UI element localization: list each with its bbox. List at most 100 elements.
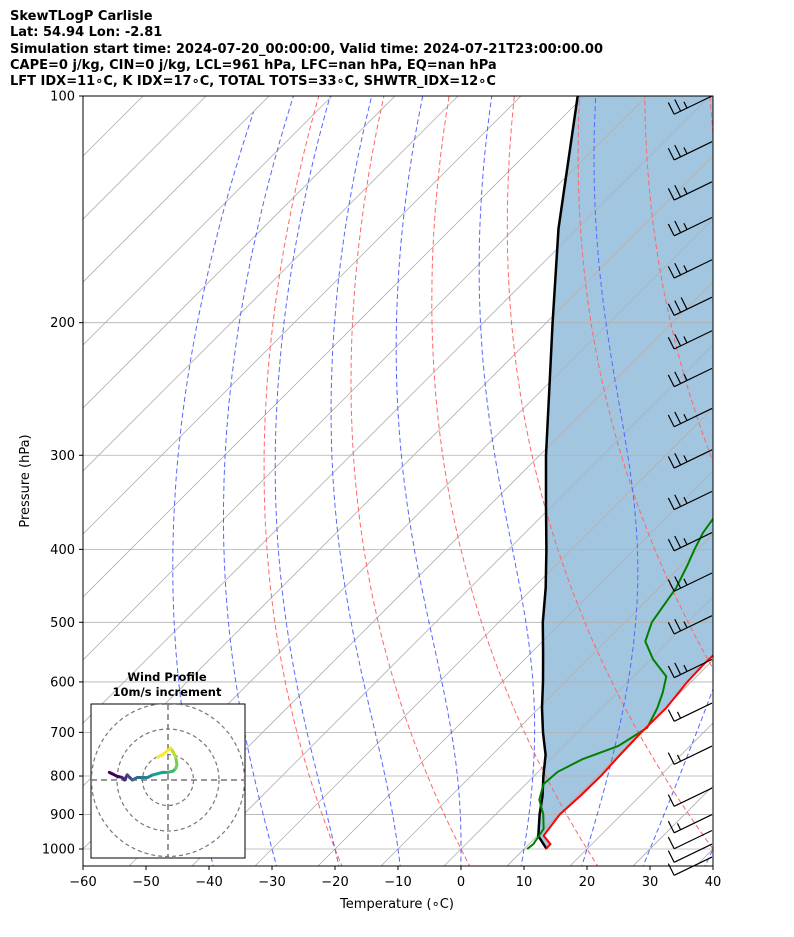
y-tick-label: 300	[50, 449, 75, 464]
cape-shading	[538, 96, 713, 849]
x-tick-label: 20	[579, 875, 596, 890]
wind-barb-flag	[667, 820, 675, 834]
wind-barb-flag	[683, 455, 688, 463]
wind-barb-flag	[683, 496, 688, 504]
wind-barb-flag	[667, 850, 675, 863]
wind-barb-flag	[674, 99, 682, 112]
dry-adiabat	[709, 96, 713, 138]
hodograph-title-block: Wind Profile 10m/s increment	[90, 670, 244, 700]
temperature-profile-line	[542, 654, 713, 850]
wind-barb-flag	[683, 222, 688, 230]
isotherm-line	[83, 96, 333, 346]
y-tick-label: 1000	[42, 843, 75, 858]
wind-barb-shaft	[673, 856, 713, 876]
wind-barb-flag	[667, 303, 675, 316]
wind-barb-flag	[674, 576, 682, 589]
isotherm-line	[0, 96, 17, 866]
dry-adiabat	[506, 96, 713, 850]
wind-barb-flag	[667, 148, 675, 161]
wind-barb-shaft	[673, 787, 713, 807]
hodograph-subtitle: 10m/s increment	[112, 685, 222, 699]
dry-adiabat	[431, 96, 599, 866]
wind-barb	[667, 181, 713, 201]
wind-barb-flag	[674, 371, 682, 384]
x-tick-label: 40	[705, 875, 722, 890]
convective-params-line: CAPE=0 j/kg, CIN=0 j/kg, LCL=961 hPa, LF…	[10, 57, 497, 73]
wind-barb-flag	[667, 188, 675, 201]
wind-barb-flag	[683, 147, 688, 155]
location-line: Lat: 54.94 Lon: -2.81	[10, 25, 163, 41]
wind-barb-flag	[676, 823, 682, 830]
wind-barb	[667, 449, 713, 469]
wind-barb	[667, 330, 713, 350]
y-tick-label: 800	[50, 770, 75, 785]
wind-barb	[667, 367, 713, 388]
wind-barb-flag	[667, 752, 675, 765]
plot-title: SkewTLogP Carlisle	[10, 9, 153, 24]
wind-barb	[667, 856, 713, 876]
moist-adiabat	[395, 96, 462, 866]
isotherm-line	[759, 96, 794, 866]
wind-barb-flag	[674, 618, 682, 632]
x-tick-label: −30	[258, 875, 285, 890]
y-tick-label: 700	[50, 726, 75, 741]
isotherm-line	[0, 96, 80, 866]
wind-barb	[667, 745, 713, 765]
isotherm-line	[128, 281, 713, 866]
wind-barb-flag	[683, 538, 688, 545]
isotherm-line	[191, 344, 713, 866]
y-tick-label: 600	[50, 675, 75, 690]
wind-barb	[667, 532, 713, 552]
wind-barb-flag	[667, 709, 675, 722]
wind-barb	[667, 787, 713, 807]
isotherm-line	[83, 96, 270, 283]
moist-adiabat	[581, 96, 639, 866]
wind-barb-flag	[683, 101, 688, 109]
wind-barb-shaft	[673, 745, 713, 765]
wind-barb-flag	[674, 535, 682, 549]
wind-barb-flag	[667, 414, 675, 428]
wind-barb-flag	[683, 336, 688, 344]
wind-barb	[667, 814, 713, 834]
dry-adiabat	[644, 96, 713, 463]
x-tick-label: −20	[321, 875, 348, 890]
isotherm-line	[83, 96, 585, 598]
plot-header: SkewTLogP Carlisle Lat: 54.94 Lon: -2.81…	[10, 9, 603, 90]
y-tick-label: 100	[50, 90, 75, 105]
wind-barb-flag	[667, 266, 675, 279]
wind-barb-flag	[667, 579, 675, 592]
wind-barb-flag	[683, 373, 688, 381]
x-tick-label: 30	[642, 875, 659, 890]
wind-barb-flag	[683, 265, 688, 273]
moist-adiabat	[172, 111, 254, 866]
isotherm-line	[443, 596, 713, 866]
wind-barb-shaft	[673, 843, 713, 863]
wind-barb-flag	[674, 411, 682, 424]
wind-barb	[667, 95, 713, 115]
x-axis-label: Temperature (∘C)	[339, 897, 454, 912]
wind-barb-flag	[667, 665, 675, 678]
moist-adiabat	[704, 847, 713, 866]
hodograph-title: Wind Profile	[127, 670, 207, 684]
x-tick-label: −10	[384, 875, 411, 890]
wind-barb	[667, 141, 713, 161]
wind-barb-flag	[674, 452, 682, 466]
wind-barb-shaft	[673, 702, 713, 722]
isotherm-line	[83, 96, 396, 409]
wind-barb-flag	[667, 836, 675, 850]
wind-barb	[667, 490, 713, 511]
wind-barb-flag	[683, 413, 688, 421]
wind-barb	[667, 259, 713, 279]
isotherm-line	[83, 96, 711, 724]
wind-barb	[667, 296, 713, 316]
wind-barb-flag	[667, 223, 675, 237]
moist-adiabat	[478, 96, 536, 866]
wind-barb	[667, 829, 713, 850]
moist-adiabat	[765, 96, 794, 870]
hodograph-plot-area	[91, 704, 245, 858]
wind-barb	[667, 702, 713, 722]
isotherm-line	[380, 533, 713, 866]
wind-barb-flag	[674, 333, 682, 347]
y-tick-label: 400	[50, 543, 75, 558]
